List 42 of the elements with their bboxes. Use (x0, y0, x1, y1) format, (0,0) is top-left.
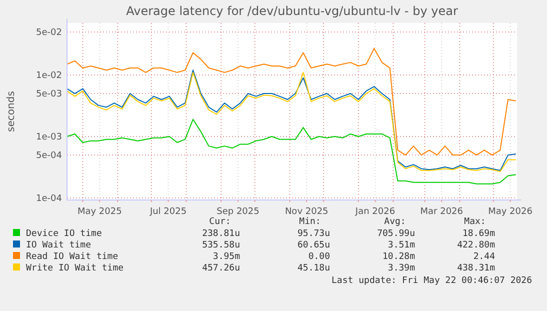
text: 457.26u (202, 264, 240, 274)
text: 18.69m (462, 229, 495, 239)
x-tick-label: Sep 2025 (216, 207, 260, 217)
y-axis-title: seconds (6, 91, 17, 132)
text: 238.81u (202, 229, 240, 239)
text: 45.18u (297, 264, 330, 274)
text: Last update: Fri May 22 00:46:07 2026 (332, 276, 532, 286)
text: Cur: (209, 217, 231, 227)
legend-label: Write IO Wait time (26, 264, 124, 274)
x-tick-label: Jul 2025 (148, 207, 187, 217)
y-tick-label: 1e-04 (36, 194, 62, 204)
text: Min: (299, 217, 321, 227)
y-tick-label: 5e-02 (36, 28, 62, 38)
text: 3.39m (388, 264, 415, 274)
text: 438.31m (457, 264, 495, 274)
chart-title: Average latency for /dev/ubuntu-vg/ubuntu-lv - by year (126, 4, 458, 18)
text: 3.95m (212, 252, 240, 262)
x-tick-label: May 2025 (77, 207, 122, 217)
text: 422.80m (457, 240, 495, 250)
text: 10.28m (382, 252, 415, 262)
text: Max: (464, 217, 486, 227)
legend-label: IO Wait time (26, 240, 92, 250)
y-tick-label: 5e-03 (36, 90, 62, 100)
text: Avg: (384, 217, 406, 227)
text: 3.51m (388, 240, 415, 250)
text: 60.65u (297, 240, 330, 250)
x-tick-label: Nov 2025 (284, 207, 328, 217)
text: 535.58u (202, 240, 240, 250)
y-tick-label: 1e-02 (36, 71, 62, 82)
text: 0.00 (308, 252, 330, 262)
y-tick-label: 5e-04 (36, 151, 62, 162)
x-tick-label: Jan 2026 (354, 207, 396, 217)
legend-label: Device IO time (26, 229, 102, 239)
text: 95.73u (297, 229, 330, 239)
y-tick-label: 1e-03 (36, 132, 62, 143)
x-tick-label: Mar 2026 (420, 207, 464, 217)
legend-label: Read IO Wait time (26, 252, 118, 262)
text: 705.99u (377, 229, 415, 239)
line-series (66, 48, 516, 156)
line-series (66, 118, 516, 184)
text: 2.44 (473, 252, 495, 262)
x-tick-label: May 2026 (488, 207, 533, 217)
